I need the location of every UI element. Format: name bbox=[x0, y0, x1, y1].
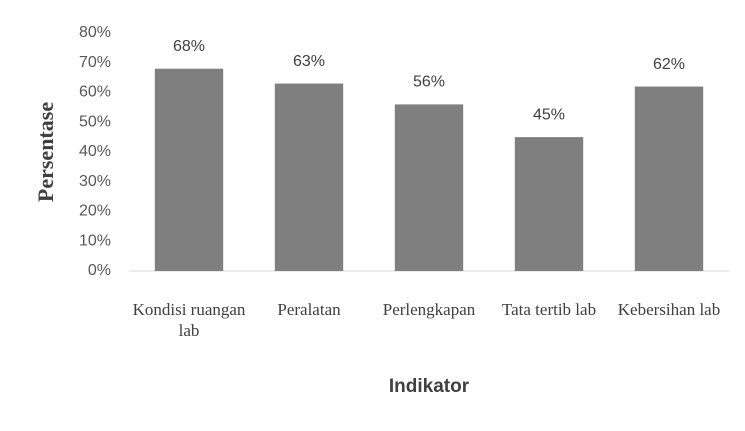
value-label: 45% bbox=[533, 106, 565, 123]
bar bbox=[154, 68, 224, 271]
value-label: 62% bbox=[653, 56, 685, 73]
y-tick-label: 30% bbox=[79, 173, 111, 190]
y-axis-title: Persentase bbox=[33, 102, 58, 202]
x-tick-label: Kondisi ruangan lab bbox=[132, 300, 246, 340]
y-tick-label: 10% bbox=[79, 232, 111, 249]
value-label: 56% bbox=[413, 74, 445, 91]
y-tick-label: 70% bbox=[79, 54, 111, 71]
bar bbox=[274, 83, 344, 271]
y-tick-label: 50% bbox=[79, 113, 111, 130]
y-tick-label: 0% bbox=[88, 262, 111, 279]
bar bbox=[394, 104, 464, 272]
value-label: 68% bbox=[173, 38, 205, 55]
y-tick-label: 80% bbox=[79, 24, 111, 41]
x-tick-label: Tata tertib lab bbox=[501, 300, 597, 319]
bar bbox=[514, 137, 584, 271]
value-label: 63% bbox=[293, 53, 325, 70]
y-tick-label: 20% bbox=[79, 203, 111, 220]
y-tick-label: 40% bbox=[79, 143, 111, 160]
x-tick-label: Perlengkapan bbox=[382, 300, 476, 319]
bar bbox=[634, 86, 704, 271]
x-axis-title: Indikator bbox=[389, 376, 470, 397]
x-tick-label: Kebersihan lab bbox=[617, 300, 721, 319]
y-tick-label: 60% bbox=[79, 84, 111, 101]
x-tick-label: Peralatan bbox=[277, 300, 341, 319]
